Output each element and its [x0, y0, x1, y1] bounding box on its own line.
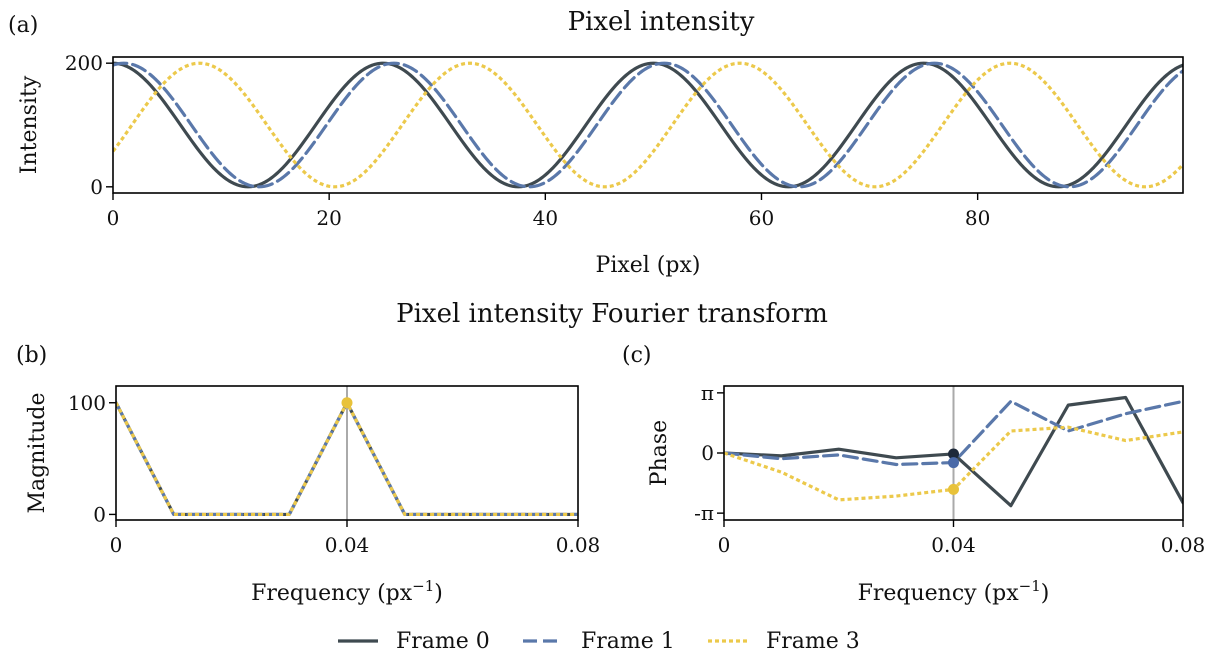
panel-a-ytick-label: 200: [65, 51, 103, 75]
legend-label-frame1: Frame 1: [581, 629, 675, 654]
panel-c-marker-frame1: [948, 457, 959, 469]
panel-c-letter: (c): [622, 343, 652, 368]
panel-b-ytick-label: 100: [68, 391, 106, 415]
legend-label-frame0: Frame 0: [396, 629, 490, 654]
panel-c-y-axis-title: Phase: [647, 420, 672, 486]
panel-c-xtick-label: 0.04: [931, 533, 976, 557]
panel-a-xtick-label: 80: [965, 206, 990, 230]
panel-c-ytick-label: -π: [694, 501, 714, 525]
panel-c-xtick-label: 0.08: [1161, 533, 1206, 557]
panel-a-intensity-plot: 0 20 40 60 80 0 200 Pixel (px) Intensity: [17, 51, 1184, 278]
panel-b-x-axis-title: Frequency (px−1): [251, 577, 443, 606]
panel-a-y-axis-title: Intensity: [17, 75, 42, 174]
panel-b-xtick-label: 0.08: [556, 533, 601, 557]
panel-b-ytick-label: 0: [93, 502, 106, 526]
panel-a-letter: (a): [8, 13, 38, 38]
panel-b-magnitude-plot: 0 0.04 0.08 0 100 Frequency (px−1) Magnitude: [25, 385, 601, 606]
panel-a-xtick-label: 0: [107, 206, 120, 230]
panel-b-marker-frame3: [341, 397, 353, 409]
panel-a-xtick-label: 20: [316, 206, 341, 230]
panel-a-xtick-label: 60: [749, 206, 774, 230]
legend: Frame 0 Frame 1 Frame 3: [338, 629, 860, 654]
panel-b-y-axis-title: Magnitude: [25, 392, 50, 513]
panel-c-x-axis-title: Frequency (px−1): [858, 577, 1050, 606]
panel-c-marker-frame3: [948, 483, 959, 495]
panel-c-marker-frame0: [948, 448, 959, 460]
panel-a-frame: [112, 56, 1184, 194]
panel-a-line-frame1: [113, 61, 1183, 189]
panel-c-xtick-label: 0: [718, 533, 731, 557]
bottom-title: Pixel intensity Fourier transform: [396, 299, 828, 329]
panel-c-ytick-label: π: [701, 381, 714, 405]
panel-c-ytick-label: 0: [701, 441, 714, 465]
panel-a-line-frame3: [113, 61, 1183, 189]
panel-b-xtick-label: 0: [110, 533, 123, 557]
top-title: Pixel intensity: [568, 7, 755, 37]
panel-a-series-group: [113, 61, 1183, 189]
panel-b-xtick-label: 0.04: [325, 533, 370, 557]
panel-a-ytick-label: 0: [90, 175, 103, 199]
panel-a-xtick-label: 40: [533, 206, 558, 230]
panel-a-line-frame0: [113, 61, 1183, 189]
panel-b-letter: (b): [16, 343, 47, 368]
panel-a-x-axis-title: Pixel (px): [596, 253, 701, 278]
legend-label-frame3: Frame 3: [766, 629, 860, 654]
